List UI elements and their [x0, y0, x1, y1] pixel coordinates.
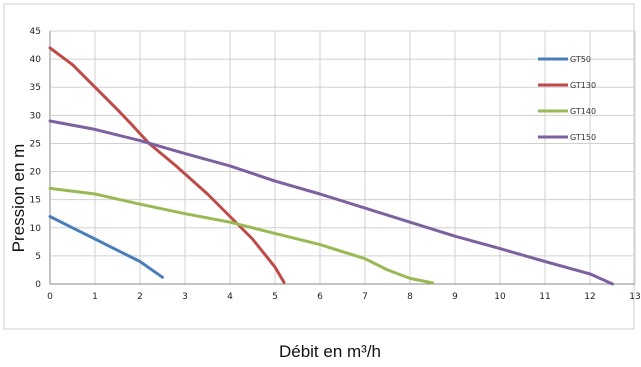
x-tick-label: 1 — [92, 292, 98, 302]
series-line-gt150 — [48, 119, 614, 286]
y-tick-label: 25 — [30, 139, 41, 149]
y-tick-label: 10 — [30, 224, 42, 234]
x-tick-label: 3 — [182, 292, 188, 302]
legend: GT50 GT130 GT140 GT150 — [538, 55, 596, 142]
legend-label-gt150: GT150 — [570, 133, 596, 142]
x-tick-label: 7 — [362, 292, 368, 302]
plot-border — [3, 3, 635, 330]
y-tick-label: 0 — [35, 280, 41, 290]
x-tick-label: 0 — [47, 292, 53, 302]
x-tick-label: 8 — [407, 292, 413, 302]
x-tick-label: 5 — [272, 292, 278, 302]
y-tick-label: 5 — [35, 252, 41, 262]
series-line-gt50 — [48, 215, 164, 279]
y-axis-title: Pression en m — [9, 144, 28, 253]
x-tick-label: 6 — [317, 292, 323, 302]
x-axis-title: Débit en m³/h — [279, 342, 381, 361]
legend-label-gt140: GT140 — [570, 107, 596, 116]
y-tick-label: 45 — [30, 27, 41, 37]
legend-label-gt50: GT50 — [570, 55, 591, 64]
x-tick-label: 13 — [629, 292, 640, 302]
y-tick-label: 30 — [30, 111, 42, 121]
series-line-gt140 — [48, 186, 434, 285]
x-tick-label: 10 — [494, 292, 506, 302]
x-tick-label: 9 — [452, 292, 458, 302]
y-tick-label: 20 — [30, 168, 42, 178]
y-tick-label: 15 — [30, 196, 41, 206]
x-tick-label: 4 — [227, 292, 233, 302]
legend-label-gt130: GT130 — [570, 81, 596, 90]
y-tick-label: 35 — [30, 83, 41, 93]
x-tick-label: 2 — [137, 292, 143, 302]
x-tick-label: 12 — [584, 292, 595, 302]
series-lines — [48, 46, 614, 286]
x-tick-label: 11 — [539, 292, 550, 302]
y-tick-label: 40 — [30, 55, 42, 65]
series-line-gt130 — [48, 46, 286, 284]
